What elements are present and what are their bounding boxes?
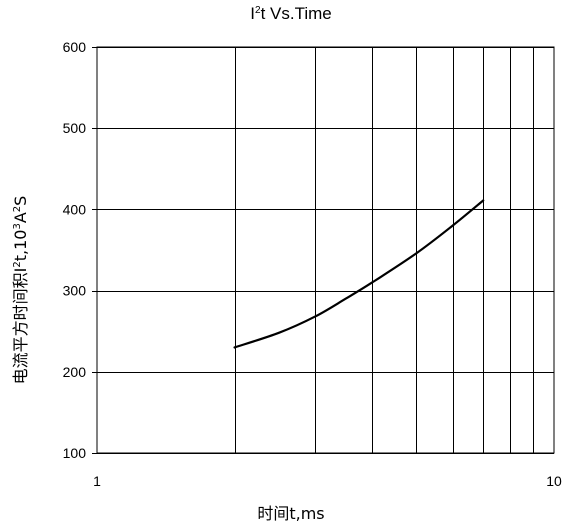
tick-labels: 100 200 300 400 500 600 1 10: [63, 39, 562, 489]
data-point: [452, 225, 454, 227]
series-layer: [233, 199, 485, 349]
y-axis-label: 电流平方时间积I2t,103A2S: [11, 195, 30, 385]
series-line: [233, 199, 485, 349]
data-point: [278, 332, 280, 334]
grid-layer: [97, 47, 554, 454]
x-tick-label: 10: [546, 473, 562, 489]
plot-frame: [96, 46, 555, 454]
x-tick-label: 1: [93, 473, 101, 489]
y-tick-label: 100: [63, 445, 87, 461]
data-point: [314, 316, 316, 318]
y-tick-label: 600: [63, 39, 87, 55]
data-point: [371, 281, 373, 283]
y-tick-label: 300: [63, 283, 87, 299]
data-point: [482, 199, 484, 201]
y-tick-label: 500: [63, 120, 87, 136]
y-tick-label: 200: [63, 364, 87, 380]
data-point: [345, 298, 347, 300]
y-tick-label: 400: [63, 201, 87, 217]
data-point: [234, 346, 236, 348]
x-axis-label: 时间t,ms: [257, 504, 325, 523]
chart-title: I2t Vs.Time: [250, 4, 332, 23]
data-point: [415, 252, 417, 254]
